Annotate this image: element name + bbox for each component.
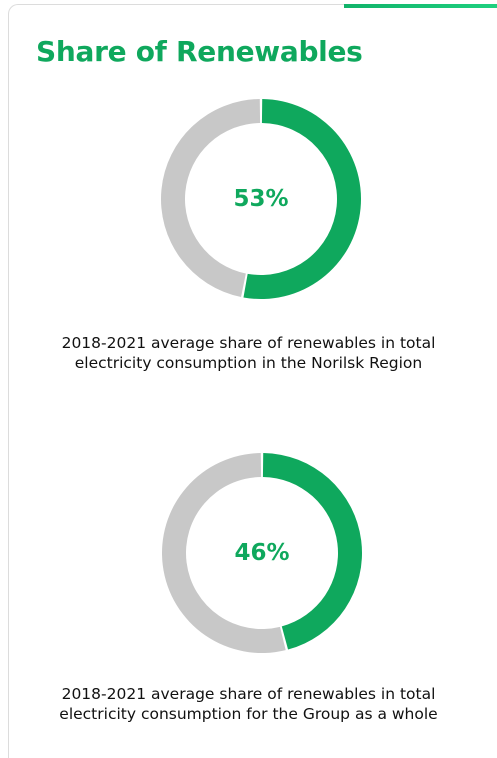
donut-value-label: 53%: [233, 186, 288, 212]
donut-slice-renewables: [243, 99, 362, 299]
donut-slice-remainder: [160, 99, 261, 297]
chart-caption-group: 2018-2021 average share of renewables in…: [0, 684, 497, 724]
chart-caption-norilsk: 2018-2021 average share of renewables in…: [0, 333, 497, 373]
page-title: Share of Renewables: [36, 35, 363, 68]
accent-bar: [344, 4, 497, 8]
caption-line: electricity consumption for the Group as…: [59, 705, 438, 723]
caption-line: 2018-2021 average share of renewables in…: [61, 685, 436, 703]
donut-chart-norilsk: 53%: [160, 99, 362, 299]
donut-slice-remainder: [161, 453, 286, 653]
caption-line: 2018-2021 average share of renewables in…: [61, 334, 436, 352]
donut-slice-renewables: [262, 453, 362, 650]
donut-chart-group: 46%: [161, 453, 362, 653]
donut-value-label: 46%: [234, 540, 289, 566]
caption-line: electricity consumption in the Norilsk R…: [74, 354, 423, 372]
